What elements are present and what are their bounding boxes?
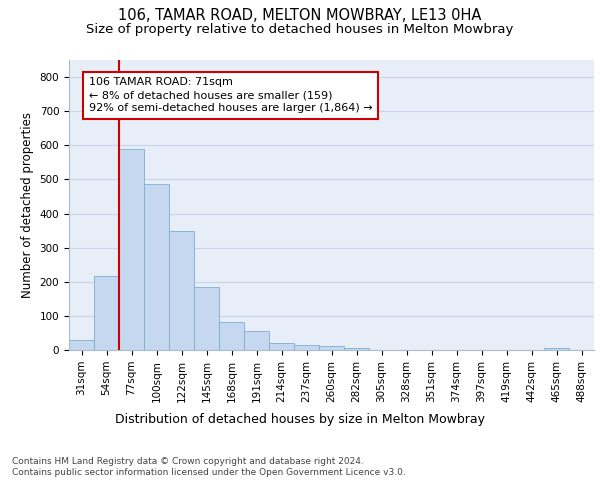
Bar — [244, 330, 269, 350]
Bar — [144, 184, 169, 350]
Bar — [169, 230, 194, 350]
Text: Contains HM Land Registry data © Crown copyright and database right 2024.
Contai: Contains HM Land Registry data © Crown c… — [12, 458, 406, 477]
Text: Size of property relative to detached houses in Melton Mowbray: Size of property relative to detached ho… — [86, 22, 514, 36]
Y-axis label: Number of detached properties: Number of detached properties — [21, 112, 34, 298]
Text: 106 TAMAR ROAD: 71sqm
← 8% of detached houses are smaller (159)
92% of semi-deta: 106 TAMAR ROAD: 71sqm ← 8% of detached h… — [89, 77, 373, 114]
Text: Distribution of detached houses by size in Melton Mowbray: Distribution of detached houses by size … — [115, 412, 485, 426]
Bar — [544, 348, 569, 350]
Bar — [94, 276, 119, 350]
Bar — [219, 322, 244, 350]
Bar — [119, 150, 144, 350]
Bar — [194, 287, 219, 350]
Bar — [319, 346, 344, 350]
Bar — [69, 340, 94, 350]
Text: 106, TAMAR ROAD, MELTON MOWBRAY, LE13 0HA: 106, TAMAR ROAD, MELTON MOWBRAY, LE13 0H… — [118, 8, 482, 22]
Bar — [269, 343, 294, 350]
Bar — [344, 348, 369, 350]
Bar — [294, 345, 319, 350]
